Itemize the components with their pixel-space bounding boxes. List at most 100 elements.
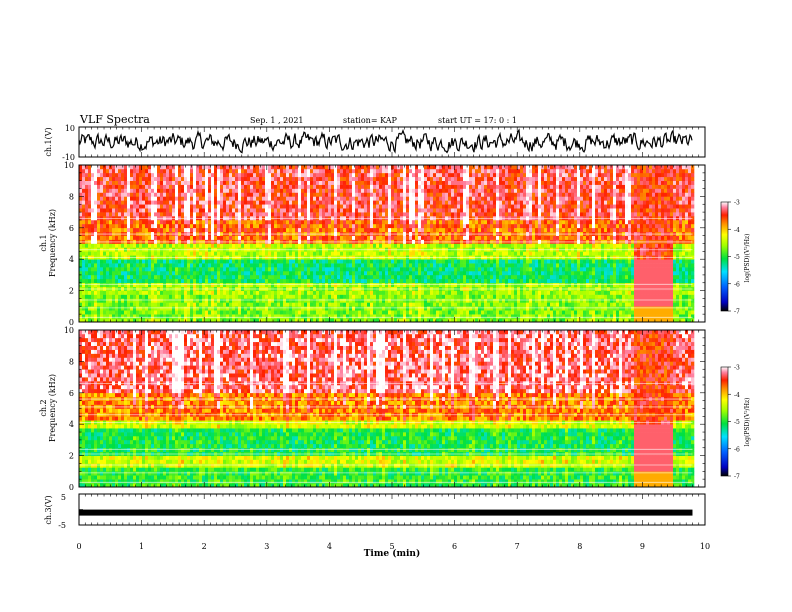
spectrogram-cell — [82, 165, 86, 170]
spectrogram-cell — [118, 278, 122, 284]
spectrogram-cell — [88, 235, 92, 240]
spectrogram-cell — [247, 267, 251, 272]
spectrogram-cell — [388, 172, 392, 178]
spectrogram-cell — [379, 298, 383, 303]
spectrogram-cell — [151, 192, 155, 197]
spectrogram-cell — [238, 235, 242, 240]
spectrogram-cell — [142, 298, 146, 303]
spectrogram-cell — [253, 204, 257, 209]
spectrogram-cell — [199, 259, 203, 264]
spectrogram-cell — [415, 318, 419, 323]
spectrogram-cell — [343, 168, 347, 174]
spectrogram-cell — [304, 184, 308, 189]
spectrogram-cell — [127, 172, 131, 178]
spectrogram-cell — [250, 165, 254, 170]
spectrogram-cell — [160, 204, 164, 209]
spectrogram-cell — [235, 172, 239, 178]
spectrogram-cell — [223, 212, 227, 217]
spectrogram-cell — [118, 219, 122, 225]
spectrogram-cell — [280, 302, 284, 307]
spectrogram-cell — [331, 243, 335, 248]
spectrogram-cell — [163, 176, 167, 181]
spectrogram-cell — [187, 267, 191, 272]
spectrogram-cell — [121, 290, 125, 295]
spectrogram-cell — [199, 235, 203, 240]
spectrogram-cell — [289, 227, 293, 233]
ch1-waveform-trace — [78, 128, 693, 154]
spectrogram-cell — [238, 267, 242, 272]
spectrogram-cell — [208, 290, 212, 295]
spectrogram-cell — [94, 274, 98, 280]
spectrogram-cell — [262, 212, 266, 217]
spectrogram-cell — [202, 310, 206, 315]
spectrogram-cell — [211, 270, 215, 276]
spectrogram-cell — [226, 278, 230, 284]
spectrogram-cell — [118, 172, 122, 178]
spectrogram-cell — [256, 235, 260, 240]
spectrogram-cell — [295, 278, 299, 284]
spectrogram-cell — [415, 219, 419, 225]
spectrogram-cell — [253, 314, 257, 319]
spectrogram-cell — [286, 314, 290, 319]
spectrogram-cell — [91, 208, 95, 213]
spectrogram-cell — [208, 227, 212, 233]
spectrogram-cell — [163, 223, 167, 229]
spectrogram-cell — [211, 318, 215, 323]
spectrogram-cell — [307, 223, 311, 229]
spectrogram-cell — [232, 259, 236, 264]
spectrogram-cell — [340, 251, 344, 256]
spectrogram-cell — [136, 176, 140, 181]
spectrogram-cell — [214, 204, 218, 209]
spectrogram-cell — [412, 219, 416, 225]
spectrogram-cell — [400, 165, 404, 170]
spectrogram-cell — [175, 168, 179, 174]
spectrogram-cell — [274, 298, 278, 303]
spectrogram-cell — [391, 219, 395, 225]
spectrogram-cell — [316, 302, 320, 307]
spectrogram-cell — [79, 290, 83, 295]
spectrogram-cell — [358, 267, 362, 272]
spectrogram-cell — [160, 263, 164, 268]
spectrogram-cell — [238, 302, 242, 307]
spectrogram-cell — [97, 219, 101, 225]
spectrogram-cell — [223, 192, 227, 197]
spectrogram-cell — [310, 196, 314, 201]
spectrogram-cell — [118, 192, 122, 197]
spectrogram-cell — [133, 212, 137, 217]
spectrogram-cell — [349, 290, 353, 295]
spectrogram-cell — [136, 294, 140, 299]
spectrogram-cell — [322, 302, 326, 307]
spectrogram-cell — [337, 172, 341, 178]
spectrogram-cell — [103, 223, 107, 229]
spectrogram-cell — [268, 270, 272, 276]
spectrogram-cell — [241, 192, 245, 197]
spectrogram-cell — [376, 235, 380, 240]
spectrogram-cell — [115, 259, 119, 264]
spectrogram-cell — [406, 192, 410, 197]
spectrogram-cell — [163, 180, 167, 185]
spectrogram-cell — [238, 294, 242, 299]
spectrogram-cell — [313, 196, 317, 201]
spectrogram-cell — [160, 168, 164, 174]
spectrogram-cell — [400, 270, 404, 276]
spectrogram-cell — [316, 263, 320, 268]
spectrogram-cell — [355, 235, 359, 240]
spectrogram-cell — [388, 200, 392, 205]
spectrogram-cell — [430, 204, 434, 209]
spectrogram-cell — [325, 235, 329, 240]
spectrogram-cell — [79, 251, 83, 256]
spectrogram-cell — [337, 310, 341, 315]
spectrogram-cell — [340, 219, 344, 225]
spectrogram-cell — [259, 200, 263, 205]
spectrogram-cell — [130, 294, 134, 299]
spectrogram-cell — [250, 168, 254, 174]
spectrogram-cell — [205, 278, 209, 284]
spectrogram-cell — [211, 263, 215, 268]
spectrogram-cell — [253, 188, 257, 193]
spectrogram-cell — [298, 165, 302, 170]
spectrogram-cell — [133, 263, 137, 268]
spectrogram-cell — [157, 318, 161, 323]
spectrogram-cell — [370, 259, 374, 264]
spectrogram-cell — [268, 184, 272, 189]
spectrogram-cell — [286, 188, 290, 193]
